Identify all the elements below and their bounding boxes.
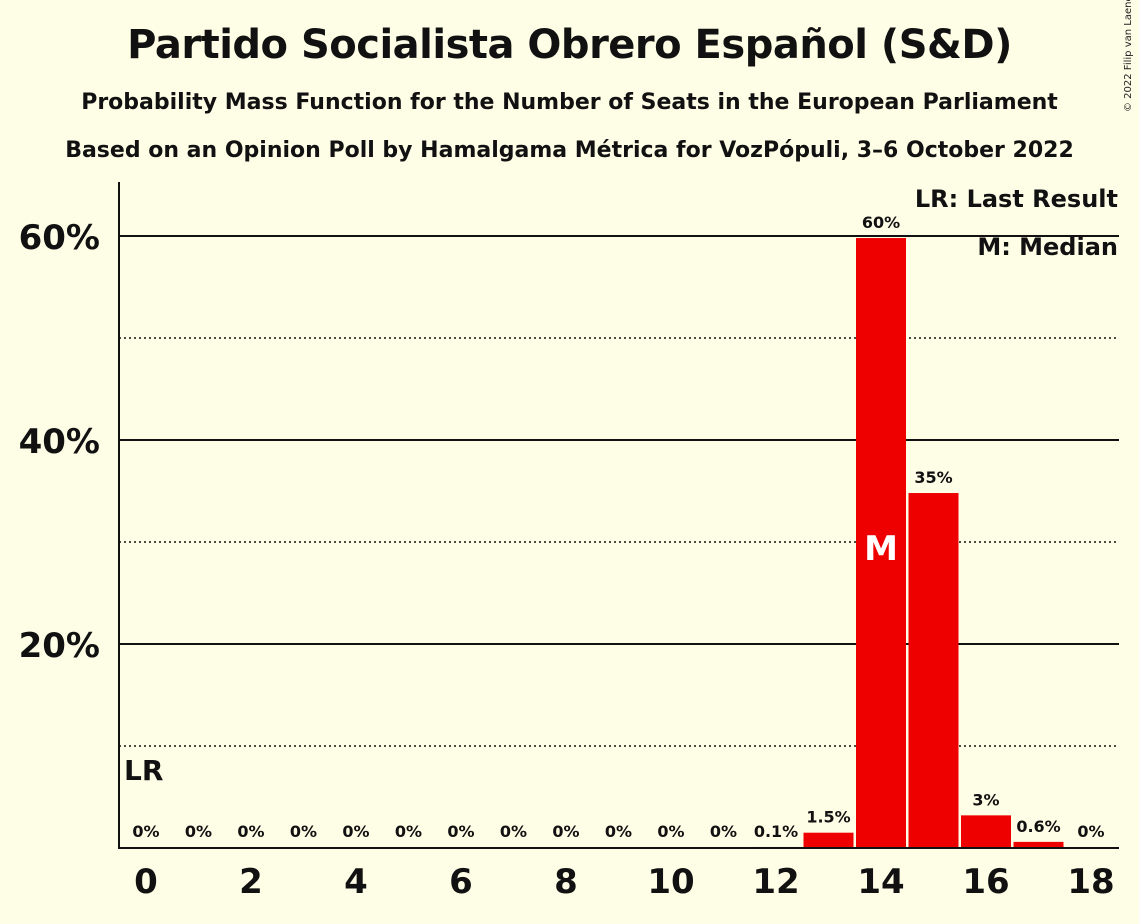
bar-value-label: 0% (552, 822, 579, 841)
bar (961, 815, 1011, 848)
bar-value-label: 1.5% (806, 808, 850, 827)
x-tick-label: 8 (554, 862, 578, 902)
bar-value-label: 35% (914, 468, 952, 487)
bar (856, 238, 906, 849)
chart-title: Partido Socialista Obrero Español (S&D) (127, 22, 1012, 68)
bar-value-label: 3% (972, 790, 999, 809)
y-tick-labels: 20% 40% 60% (19, 218, 100, 666)
bar-value-label: 0% (290, 822, 317, 841)
bar-value-label: 0% (605, 822, 632, 841)
y-tick-label: 60% (19, 218, 100, 258)
bar (908, 493, 959, 848)
x-tick-label: 0 (134, 862, 158, 902)
bar-value-label: 0% (132, 822, 159, 841)
y-tick-label: 20% (19, 626, 100, 666)
chart-subtitle: Probability Mass Function for the Number… (81, 90, 1058, 115)
bar (803, 832, 854, 848)
bar-value-label: 0% (657, 822, 684, 841)
median-marker: M (864, 529, 898, 569)
bar-value-label: 0% (447, 822, 474, 841)
x-tick-label: 4 (344, 862, 368, 902)
bar-value-label: 0% (395, 822, 422, 841)
bar-value-label: 0% (237, 822, 264, 841)
legend-median: M: Median (977, 233, 1118, 261)
x-tick-label: 18 (1067, 862, 1114, 902)
bar-value-label: 60% (862, 213, 900, 232)
markers: LR M (124, 529, 898, 787)
bars (751, 238, 1064, 849)
x-tick-labels: 0 2 4 6 8 10 12 14 16 18 (134, 862, 1115, 902)
bar-labels: 0% 0% 0% 0% 0% 0% 0% 0% 0% 0% 0% 0% 0.1% 1.5% 60% 35% 3%… (132, 213, 1104, 841)
bar-value-label: 0% (1077, 822, 1104, 841)
bar-value-label: 0% (342, 822, 369, 841)
bar-value-label: 0.1% (754, 822, 798, 841)
x-tick-label: 12 (752, 862, 799, 902)
bar-value-label: 0.6% (1016, 817, 1060, 836)
bar (1013, 841, 1064, 848)
x-tick-label: 2 (239, 862, 263, 902)
x-tick-label: 6 (449, 862, 473, 902)
bar-value-label: 0% (185, 822, 212, 841)
last-result-marker: LR (124, 754, 163, 787)
legend-last-result: LR: Last Result (914, 185, 1118, 213)
bar-value-label: 0% (500, 822, 527, 841)
x-tick-label: 10 (647, 862, 694, 902)
bar-value-label: 0% (710, 822, 737, 841)
x-tick-label: 14 (857, 862, 904, 902)
x-tick-label: 16 (962, 862, 1009, 902)
axes (118, 182, 1119, 849)
chart-source: Based on an Opinion Poll by Hamalgama Mé… (65, 138, 1074, 163)
y-tick-label: 40% (19, 422, 100, 462)
grid-lines (119, 235, 1119, 747)
